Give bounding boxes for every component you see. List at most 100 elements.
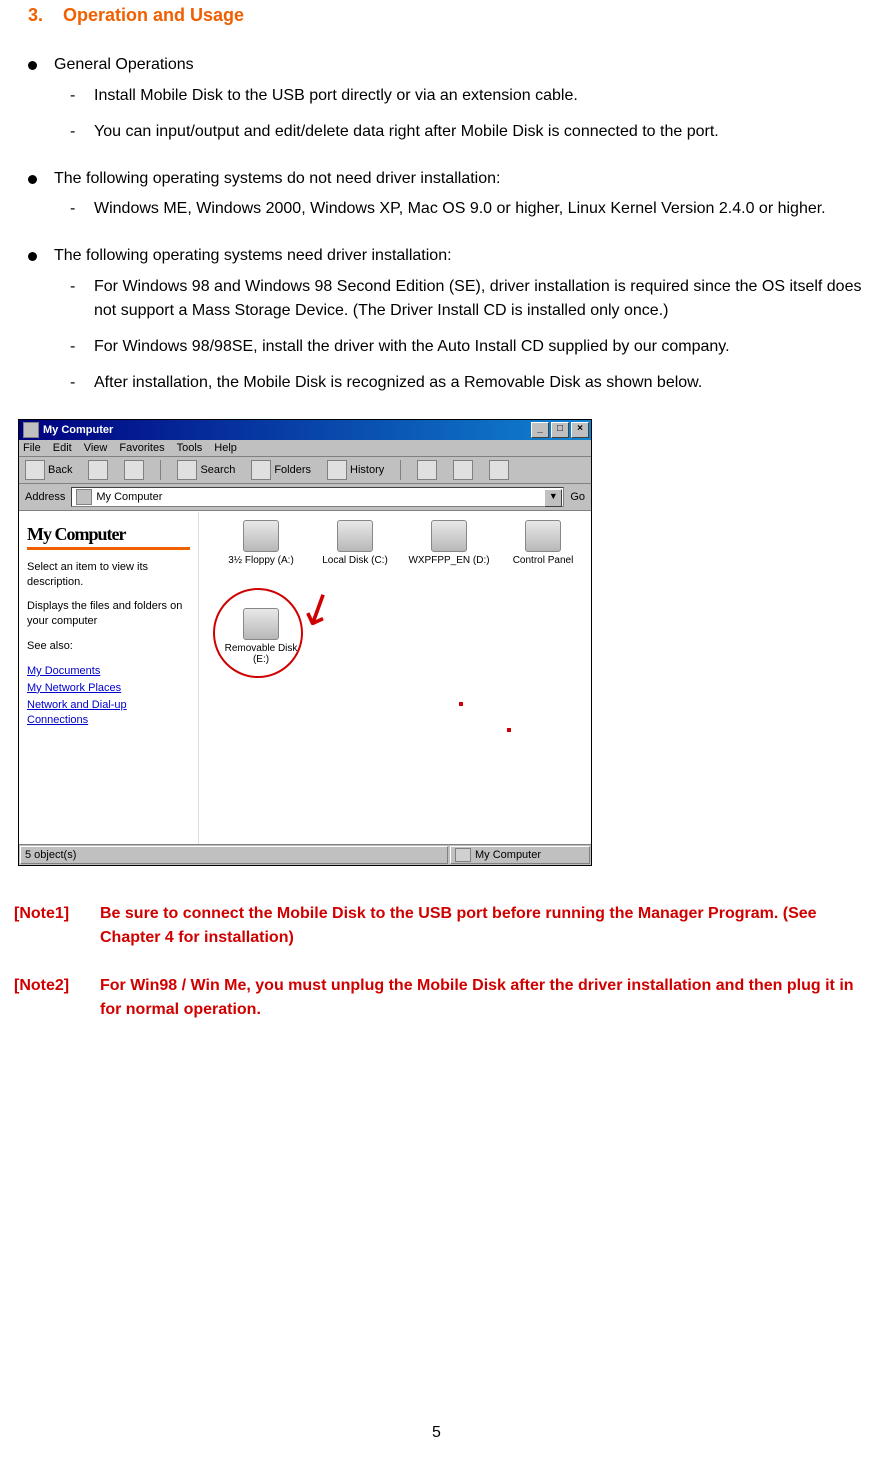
drive-icon-item[interactable]: WXPFPP_EN (D:) [405,520,493,567]
toolbar-button[interactable]: Search [177,460,235,480]
sub-item: For Windows 98/98SE, install the driver … [54,335,863,359]
drive-icon [525,520,561,552]
drive-icon-item[interactable]: Control Panel [499,520,587,567]
drive-label: 3½ Floppy (A:) [217,555,305,567]
drive-icon [337,520,373,552]
icon-pane: ↙ 3½ Floppy (A:)Local Disk (C:)WXPFPP_EN… [199,512,591,844]
toolbar-icon [327,460,347,480]
address-icon [76,489,92,505]
bullet-title: The following operating systems need dri… [54,247,452,264]
address-dropdown-icon[interactable]: ▼ [544,489,562,507]
menu-item[interactable]: Tools [177,442,203,454]
drive-label: WXPFPP_EN (D:) [405,555,493,567]
drive-icon [431,520,467,552]
sub-list: Windows ME, Windows 2000, Windows XP, Ma… [54,197,863,221]
toolbar-icon [251,460,271,480]
sub-item: Install Mobile Disk to the USB port dire… [54,84,863,108]
menu-item[interactable]: Help [214,442,237,454]
window-content: My Computer Select an item to view its d… [19,511,591,844]
note-label: [Note1] [14,902,100,950]
drive-label: Removable Disk (E:) [217,643,305,666]
section-heading: 3. Operation and Usage [28,5,863,26]
side-panel-title: My Computer [27,524,190,545]
side-panel-rule [27,547,190,550]
address-label: Address [25,491,65,503]
sub-list: For Windows 98 and Windows 98 Second Edi… [54,275,863,395]
drive-icon [243,608,279,640]
drive-icon-item[interactable]: Removable Disk (E:) [217,608,305,666]
address-value: My Computer [96,491,162,503]
mycomputer-screenshot: My Computer _ □ × File Edit View Favorites T… [18,419,592,866]
menu-item[interactable]: View [84,442,108,454]
bullet-list: General Operations Install Mobile Disk to… [26,54,863,395]
address-bar: Address My Computer ▼ Go [19,484,591,511]
window-icon [23,422,39,438]
bullet-title: The following operating systems do not n… [54,170,500,187]
side-text-1: Select an item to view its description. [27,560,190,590]
toolbar-label: Back [48,464,72,476]
status-right: My Computer [450,846,590,864]
toolbar-icon [88,460,108,480]
notes-block: [Note1]Be sure to connect the Mobile Dis… [14,902,863,1022]
toolbar-icon [25,460,45,480]
toolbar-button[interactable] [88,460,108,480]
drive-label: Local Disk (C:) [311,555,399,567]
note-body: Be sure to connect the Mobile Disk to th… [100,902,863,950]
menu-item[interactable]: Edit [53,442,72,454]
status-icon [455,848,471,862]
window-title: My Computer [43,424,113,436]
bullet-title: General Operations [54,56,194,73]
toolbar-button[interactable] [124,460,144,480]
menu-item[interactable]: File [23,442,41,454]
toolbar-label: History [350,464,384,476]
bullet-item: General Operations Install Mobile Disk to… [26,54,863,144]
side-panel: My Computer Select an item to view its d… [19,512,199,844]
note-row: [Note1]Be sure to connect the Mobile Dis… [14,902,863,950]
sub-item: For Windows 98 and Windows 98 Second Edi… [54,275,863,323]
go-button[interactable]: Go [570,491,585,503]
toolbar-button[interactable] [417,460,437,480]
section-number: 3. [28,5,58,26]
toolbar-button[interactable]: Back [25,460,72,480]
maximize-button[interactable]: □ [551,422,569,438]
toolbar: Back Search Folders History [19,457,591,484]
sub-item: You can input/output and edit/delete dat… [54,120,863,144]
menubar: File Edit View Favorites Tools Help [19,440,591,457]
bullet-item: The following operating systems do not n… [26,168,863,222]
bullet-item: The following operating systems need dri… [26,245,863,395]
side-link[interactable]: Network and Dial-up Connections [27,698,190,728]
menu-item[interactable]: Favorites [119,442,164,454]
side-seealso: See also: [27,639,190,654]
toolbar-button[interactable] [453,460,473,480]
red-dot [507,728,511,732]
note-body: For Win98 / Win Me, you must unplug the … [100,974,863,1022]
side-link[interactable]: My Network Places [27,681,190,696]
toolbar-label: Search [200,464,235,476]
sub-item: After installation, the Mobile Disk is r… [54,371,863,395]
toolbar-icon [177,460,197,480]
sub-item: Windows ME, Windows 2000, Windows XP, Ma… [54,197,863,221]
section-title: Operation and Usage [63,5,244,25]
toolbar-button[interactable]: History [327,460,384,480]
drive-icon [243,520,279,552]
toolbar-icon [417,460,437,480]
window-titlebar: My Computer _ □ × [19,420,591,440]
note-row: [Note2]For Win98 / Win Me, you must unpl… [14,974,863,1022]
toolbar-button[interactable]: Folders [251,460,311,480]
drive-label: Control Panel [499,555,587,567]
minimize-button[interactable]: _ [531,422,549,438]
close-button[interactable]: × [571,422,589,438]
sub-list: Install Mobile Disk to the USB port dire… [54,84,863,144]
status-bar: 5 object(s) My Computer [19,844,591,865]
address-field[interactable]: My Computer ▼ [71,487,564,507]
note-label: [Note2] [14,974,100,1022]
toolbar-icon [124,460,144,480]
page-number: 5 [0,1424,873,1442]
side-link[interactable]: My Documents [27,664,190,679]
drive-icon-item[interactable]: 3½ Floppy (A:) [217,520,305,567]
toolbar-button[interactable] [489,460,509,480]
toolbar-icon [489,460,509,480]
side-text-2: Displays the files and folders on your c… [27,599,190,629]
red-dot [459,702,463,706]
drive-icon-item[interactable]: Local Disk (C:) [311,520,399,567]
